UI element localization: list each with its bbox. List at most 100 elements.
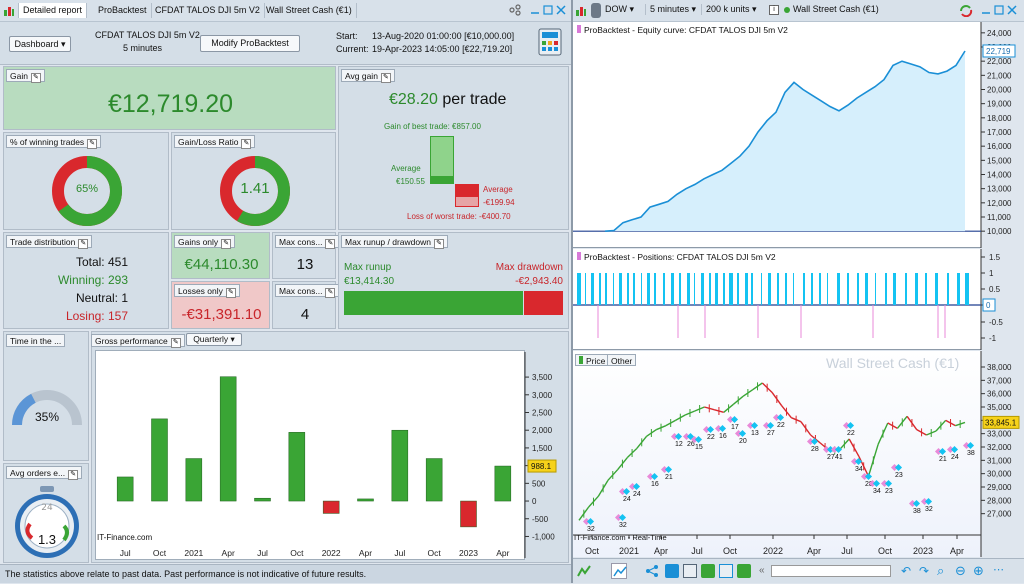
avg-positive-value: €150.55: [396, 177, 425, 186]
wrench-icon[interactable]: ✎: [241, 139, 252, 149]
trade-marker-label: 22: [707, 434, 715, 441]
long-position-bar: [729, 273, 733, 305]
price-current-label: 33,845.1: [985, 418, 1017, 427]
winning-donut: [52, 156, 122, 226]
tab-probacktest[interactable]: ProBacktest: [94, 3, 152, 18]
tab-instrument[interactable]: Wall Street Cash (€1): [262, 3, 357, 18]
minimize-icon[interactable]: [981, 5, 991, 15]
distribution-losing: Losing: 157: [65, 309, 128, 323]
close-icon[interactable]: [556, 5, 566, 15]
gains-only-value: €44,110.30: [184, 256, 259, 273]
wrench-icon[interactable]: ✎: [68, 470, 79, 480]
minimize-icon[interactable]: [530, 5, 540, 15]
trade-marker: [822, 445, 831, 454]
wrench-icon[interactable]: ✎: [434, 239, 444, 249]
wrench-icon[interactable]: ✎: [325, 288, 336, 298]
share-icon[interactable]: [645, 564, 659, 578]
trade-marker: [618, 513, 627, 522]
long-position-bar: [687, 273, 690, 305]
max-consecutive-losses-panel: Max cons... ✎ 4: [272, 281, 340, 329]
calculator-icon[interactable]: [538, 28, 562, 56]
y-tick-label: 37,000: [987, 376, 1012, 385]
wrench-icon[interactable]: ✎: [225, 288, 236, 298]
wrench-icon[interactable]: ✎: [30, 73, 41, 83]
long-position-bar: [654, 273, 656, 305]
x-tick-label: 2023: [913, 546, 933, 556]
info-icon[interactable]: i: [769, 5, 779, 15]
tab-strategy[interactable]: CFDAT TALOS DJI 5m V2: [151, 3, 265, 18]
wrench-icon[interactable]: ✎: [170, 338, 181, 348]
trade-marker: [864, 472, 873, 481]
redo-icon[interactable]: ↷: [919, 564, 930, 578]
current-value-label: 988.1: [531, 462, 552, 471]
zoom-out-icon[interactable]: ⊖: [955, 563, 966, 578]
y-tick-label: 29,000: [987, 483, 1012, 492]
undo-icon[interactable]: ↶: [901, 564, 912, 578]
x-tick-label: Oct: [428, 548, 442, 558]
long-position-bar: [671, 273, 674, 305]
trade-marker-label: 38: [913, 508, 921, 515]
long-position-bar: [709, 273, 711, 305]
zoom-fit-icon[interactable]: ⌕: [937, 563, 945, 578]
y-tick-label: 33,000: [987, 430, 1012, 439]
interval-dropdown[interactable]: 5 minutes ▾: [645, 4, 696, 15]
wrench-icon[interactable]: ✎: [78, 239, 89, 249]
horizontal-scrollbar[interactable]: [771, 565, 891, 577]
avg-positive-fill: [430, 176, 454, 184]
long-position-bar: [915, 273, 918, 305]
avg-negative-value: -€199.94: [483, 198, 515, 207]
y-tick-label: 28,000: [987, 496, 1012, 505]
long-position-bar: [591, 273, 594, 305]
bar: [425, 458, 443, 502]
trade-marker: [714, 424, 723, 433]
x-tick-label: Oct: [153, 548, 167, 558]
backtest-icon[interactable]: [737, 564, 751, 578]
close-icon[interactable]: [1007, 5, 1017, 15]
positions-chart: 1.510.50-0.5-10: [573, 249, 1003, 350]
zoom-in-icon[interactable]: ⊕: [973, 563, 984, 578]
indicator-icon[interactable]: [701, 564, 715, 578]
wrench-icon[interactable]: ✎: [221, 239, 232, 249]
trade-marker: [912, 499, 921, 508]
link-icon[interactable]: [508, 4, 522, 16]
more-icon[interactable]: ⋯: [993, 564, 1004, 576]
price-watermark: Wall Street Cash (€1): [826, 355, 960, 371]
chart-style-icon[interactable]: [611, 563, 627, 579]
wrench-icon[interactable]: ✎: [325, 239, 336, 249]
avg-orders-title: Avg orders e... ✎: [6, 466, 83, 480]
tab-other[interactable]: Other: [607, 354, 637, 366]
refresh-icon[interactable]: [959, 4, 973, 18]
wrench-icon[interactable]: ✎: [87, 139, 98, 149]
trade-marker: [682, 432, 691, 441]
link-chain-icon[interactable]: [591, 3, 601, 18]
wrench-icon[interactable]: ✎: [380, 73, 391, 83]
x-tick-label: Apr: [222, 548, 235, 558]
trade-marker: [946, 445, 955, 454]
trade-marker: [628, 482, 637, 491]
long-position-bar: [793, 273, 794, 305]
y-tick-label: 18,000: [987, 114, 1012, 123]
trade-marker: [872, 479, 881, 488]
calendar-icon[interactable]: [719, 564, 733, 578]
scroll-left-icon[interactable]: «: [759, 565, 765, 576]
maximize-icon[interactable]: [543, 5, 553, 15]
long-position-bar: [641, 273, 642, 305]
list-icon[interactable]: [683, 564, 697, 578]
equity-title: ProBacktest - Equity curve: CFDAT TALOS …: [577, 24, 788, 36]
symbol-dropdown[interactable]: DOW ▾: [605, 4, 635, 14]
screenshot-icon[interactable]: [665, 564, 679, 578]
worst-trade-label: Loss of worst trade: -€400.70: [407, 212, 511, 221]
modify-probacktest-button[interactable]: Modify ProBacktest: [200, 35, 300, 52]
draw-tool-icon[interactable]: [577, 564, 591, 578]
long-position-bar: [785, 273, 787, 305]
tab-detailed-report[interactable]: Detailed report: [18, 3, 88, 18]
maximize-icon[interactable]: [994, 5, 1004, 15]
trade-marker-label: 24: [623, 496, 631, 503]
period-dropdown[interactable]: Quarterly ▾: [186, 333, 242, 346]
long-position-bar: [694, 273, 695, 305]
clock-icon: 24: [15, 486, 79, 558]
units-dropdown[interactable]: 200 k units ▾: [701, 4, 757, 15]
x-tick-label: Jul: [120, 548, 131, 558]
y-tick-label: 10,000: [987, 227, 1012, 236]
dashboard-dropdown[interactable]: Dashboard ▾: [9, 36, 71, 52]
